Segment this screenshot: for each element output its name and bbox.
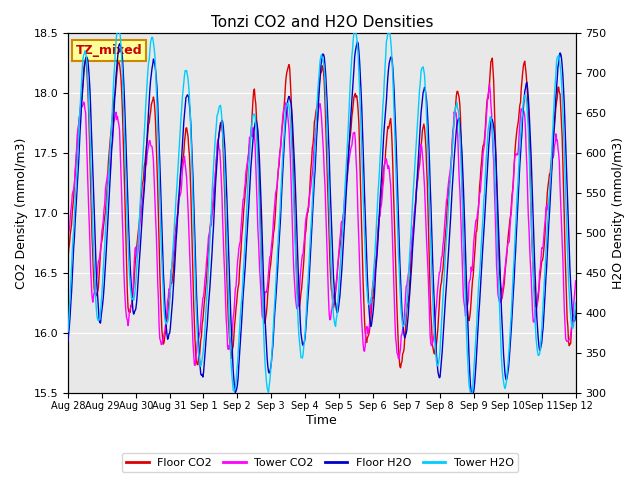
Legend: Floor CO2, Tower CO2, Floor H2O, Tower H2O: Floor CO2, Tower CO2, Floor H2O, Tower H… [122,453,518,472]
X-axis label: Time: Time [307,414,337,427]
Y-axis label: CO2 Density (mmol/m3): CO2 Density (mmol/m3) [15,137,28,288]
Title: Tonzi CO2 and H2O Densities: Tonzi CO2 and H2O Densities [211,15,433,30]
Text: TZ_mixed: TZ_mixed [76,44,142,57]
Y-axis label: H2O Density (mmol/m3): H2O Density (mmol/m3) [612,137,625,289]
